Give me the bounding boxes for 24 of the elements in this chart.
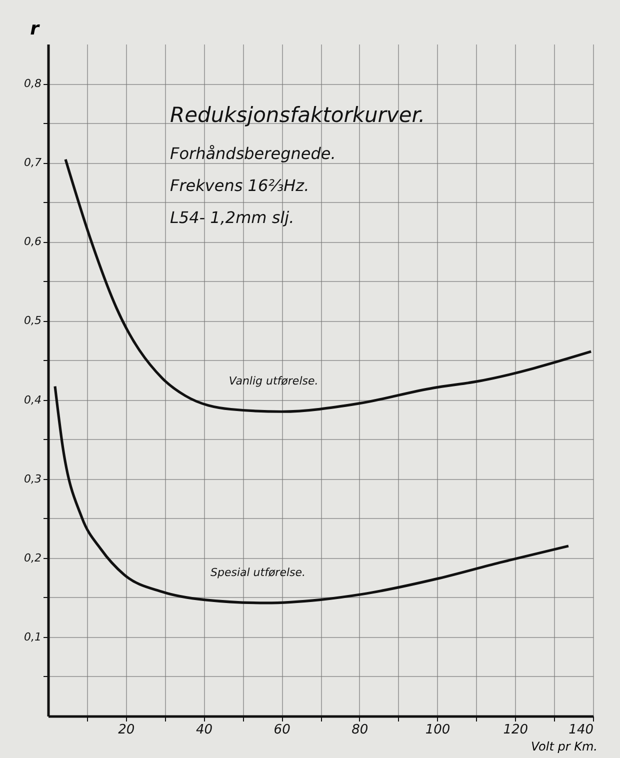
y-tick-label: 0,5	[24, 314, 42, 328]
y-tick-label: 0,2	[24, 551, 42, 564]
y-tick-label: 0,4	[24, 393, 42, 406]
x-tick-label: 140	[568, 722, 594, 738]
text: Reduksjonsfaktorkurver.	[170, 103, 426, 127]
x-tick-label: 80	[352, 722, 368, 738]
y-tick-label: 0,6	[24, 235, 42, 248]
x-tick-label: 20	[118, 722, 135, 738]
x-tick-label: 40	[196, 722, 212, 738]
series-label: Vanlig utførelse.	[228, 374, 318, 388]
x-axis-title: Volt pr Km.	[531, 740, 598, 754]
y-axis-title: r	[30, 18, 40, 40]
x-tick-label: 120	[503, 722, 528, 738]
annotation: L54- 1,2mm slj.	[170, 208, 294, 227]
line-series	[54, 385, 570, 604]
y-tick-label: 0,7	[24, 156, 42, 170]
series-label: Spesial utførelse.	[210, 566, 306, 579]
y-tick-label: 0,1	[24, 630, 42, 644]
text: Forhåndsberegnede.	[170, 144, 336, 163]
annotation: Frekvens 16⅔Hz.	[170, 176, 310, 195]
y-tick-label: 0,8	[24, 77, 42, 90]
y-tick-label: 0,3	[24, 472, 42, 486]
x-tick-label: 100	[425, 722, 450, 738]
x-tick-label: 60	[274, 722, 290, 738]
